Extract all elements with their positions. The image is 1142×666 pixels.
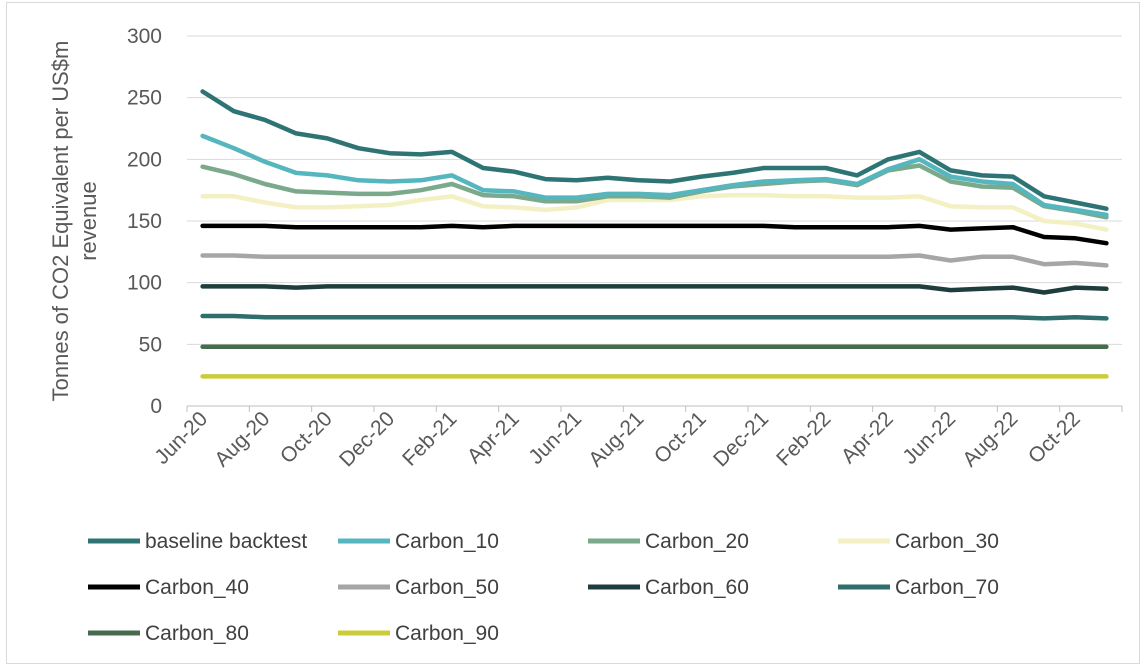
series-lines: [200, 89, 1109, 379]
y-tick-label: 150: [127, 210, 162, 233]
x-tick-label: Dec-21: [709, 407, 773, 471]
x-tick-label: Feb-22: [772, 407, 835, 470]
x-tick-label: Oct-20: [276, 407, 337, 468]
y-tick-label: 250: [127, 87, 162, 110]
series-line-carbon-10: [200, 133, 1109, 218]
series-line-carbon-70: [200, 313, 1109, 321]
gridlines: [187, 35, 1122, 345]
x-tick-label: Dec-20: [335, 407, 399, 471]
legend-label: Carbon_90: [395, 622, 499, 645]
legend-label: Carbon_30: [895, 530, 999, 553]
series-line-carbon-20: [200, 163, 1109, 220]
x-tick-label: Oct-21: [650, 407, 711, 468]
legend-label: Carbon_10: [395, 530, 499, 553]
x-tick-label: Jun-21: [524, 407, 586, 469]
legend-item-carbon-50: Carbon_50: [338, 576, 499, 599]
x-tick-label: Aug-22: [958, 407, 1022, 471]
legend-item-carbon-80: Carbon_80: [88, 622, 249, 645]
x-tick-label: Oct-22: [1024, 407, 1085, 468]
x-axis-tick-marks: [186, 406, 1123, 412]
legend-label: Carbon_60: [645, 576, 749, 599]
x-tick-label: Apr-22: [837, 407, 898, 468]
y-tick-label: 300: [127, 25, 162, 48]
x-tick-label: Feb-21: [398, 407, 461, 470]
legend-label: Carbon_20: [645, 530, 749, 553]
series-line-baseline-backtest: [200, 89, 1109, 211]
series-line-carbon-50: [200, 253, 1109, 268]
series-line-carbon-40: [200, 223, 1109, 246]
y-axis-ticks: 0 50 100 150 200 250 300: [127, 25, 162, 418]
y-tick-label: 200: [127, 148, 162, 171]
legend-label: baseline backtest: [145, 530, 307, 553]
y-axis-label: Tonnes of CO2 Equivalent per US$m revenue: [48, 41, 101, 402]
y-tick-label: 50: [139, 333, 162, 356]
legend-label: Carbon_40: [145, 576, 249, 599]
legend-item-carbon-90: Carbon_90: [338, 622, 499, 645]
legend-item-carbon-20: Carbon_20: [588, 530, 749, 553]
series-line-carbon-30: [200, 192, 1109, 232]
legend-label: Carbon_80: [145, 622, 249, 645]
y-axis-label-line: revenue: [76, 181, 101, 261]
y-tick-label: 0: [150, 395, 162, 418]
series-line-carbon-60: [200, 284, 1109, 295]
legend-label: Carbon_70: [895, 576, 999, 599]
legend-item-carbon-60: Carbon_60: [588, 576, 749, 599]
x-tick-label: Apr-21: [463, 407, 524, 468]
x-tick-label: Aug-21: [584, 407, 648, 471]
legend-item-carbon-40: Carbon_40: [88, 576, 249, 599]
y-tick-label: 100: [127, 272, 162, 295]
legend-label: Carbon_50: [395, 576, 499, 599]
chart-frame: [6, 2, 1140, 664]
legend-item-baseline-backtest: baseline backtest: [88, 530, 307, 553]
x-tick-label: Aug-20: [210, 407, 274, 471]
y-axis-label-line: Tonnes of CO2 Equivalent per US$m: [48, 41, 73, 402]
legend-item-carbon-30: Carbon_30: [838, 530, 999, 553]
legend-item-carbon-70: Carbon_70: [838, 576, 999, 599]
x-tick-label: Jun-22: [898, 407, 960, 469]
legend: baseline backtest Carbon_10 Carbon_20 Carbo…: [88, 530, 999, 645]
legend-item-carbon-10: Carbon_10: [338, 530, 499, 553]
